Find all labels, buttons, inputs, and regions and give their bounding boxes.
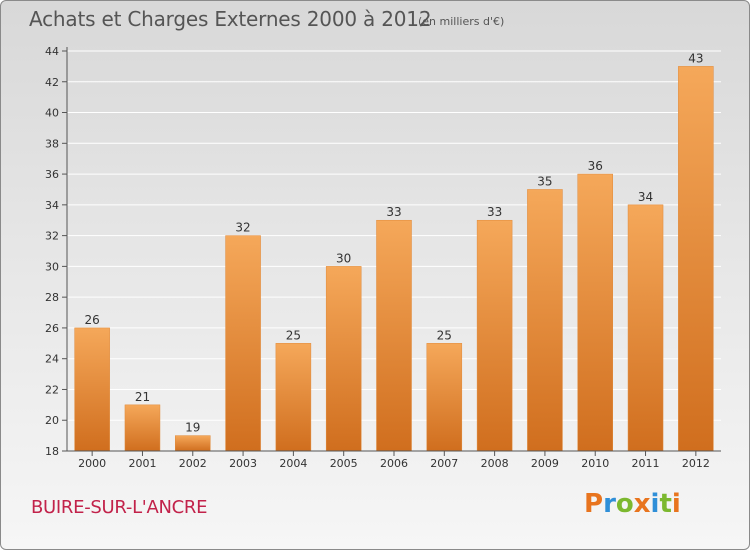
logo-letter: o	[615, 489, 634, 519]
x-tick-label: 2001	[128, 457, 156, 470]
logo-letter: x	[633, 489, 651, 519]
y-tick-label: 26	[45, 322, 59, 335]
logo-letter: i	[650, 489, 660, 519]
y-tick-label: 30	[45, 260, 59, 273]
y-tick-label: 40	[45, 107, 59, 120]
x-tick-label: 2008	[481, 457, 509, 470]
data-label: 30	[336, 251, 351, 265]
bar	[74, 327, 110, 452]
data-label: 33	[386, 205, 401, 219]
x-tick-label: 2011	[632, 457, 660, 470]
y-tick-label: 38	[45, 137, 59, 150]
x-tick-label: 2006	[380, 457, 408, 470]
y-tick-label: 24	[45, 353, 59, 366]
y-tick-label: 36	[45, 168, 59, 181]
x-tick-label: 2007	[430, 457, 458, 470]
bar	[225, 235, 261, 452]
y-tick-label: 32	[45, 230, 59, 243]
x-tick-label: 2002	[179, 457, 207, 470]
data-label: 32	[235, 221, 250, 235]
data-label: 19	[185, 421, 200, 435]
y-tick-label: 42	[45, 76, 59, 89]
y-tick-label: 28	[45, 291, 59, 304]
axes	[62, 47, 721, 456]
bar	[175, 435, 211, 452]
y-tick-label: 20	[45, 414, 59, 427]
bar	[275, 343, 312, 452]
y-tick-label: 18	[45, 445, 59, 458]
data-label: 33	[487, 205, 502, 219]
y-tick-label: 44	[45, 45, 59, 58]
x-tick-label: 2003	[229, 457, 257, 470]
proxiti-logo: Proxiti	[584, 489, 681, 519]
x-tick-label: 2000	[78, 457, 106, 470]
logo-letter: r	[603, 489, 616, 519]
x-tick-label: 2005	[330, 457, 358, 470]
chart-unit-note: (en milliers d'€)	[418, 15, 505, 28]
bar	[325, 266, 362, 452]
labels: 18 20 22 24 26 28 30 32 34 36 38 40 42 44 26 2000 21 2001…	[45, 45, 710, 470]
logo-letter: i	[671, 489, 681, 519]
x-tick-label: 2004	[279, 457, 307, 470]
data-label: 21	[135, 390, 150, 404]
bar	[527, 189, 563, 452]
bar	[476, 219, 513, 452]
chart-title: Achats et Charges Externes 2000 à 2012	[29, 7, 432, 31]
bar	[426, 343, 463, 452]
data-label: 26	[85, 313, 100, 327]
bar	[678, 66, 714, 452]
data-label: 25	[286, 328, 301, 342]
bars	[74, 66, 714, 452]
data-label: 35	[537, 174, 552, 188]
bar	[376, 219, 412, 452]
x-tick-label: 2009	[531, 457, 559, 470]
x-tick-label: 2010	[581, 457, 609, 470]
data-label: 43	[688, 51, 703, 65]
bar	[577, 173, 613, 452]
logo-letter: P	[584, 489, 604, 519]
data-label: 34	[638, 190, 653, 204]
logo-letter: t	[659, 489, 672, 519]
data-label: 36	[588, 159, 603, 173]
bar	[627, 204, 664, 452]
x-tick-label: 2012	[682, 457, 710, 470]
y-tick-label: 34	[45, 199, 59, 212]
location-name: BUIRE-SUR-L'ANCRE	[31, 497, 208, 518]
data-label: 25	[437, 328, 452, 342]
bar	[124, 404, 161, 452]
y-tick-label: 22	[45, 383, 59, 396]
